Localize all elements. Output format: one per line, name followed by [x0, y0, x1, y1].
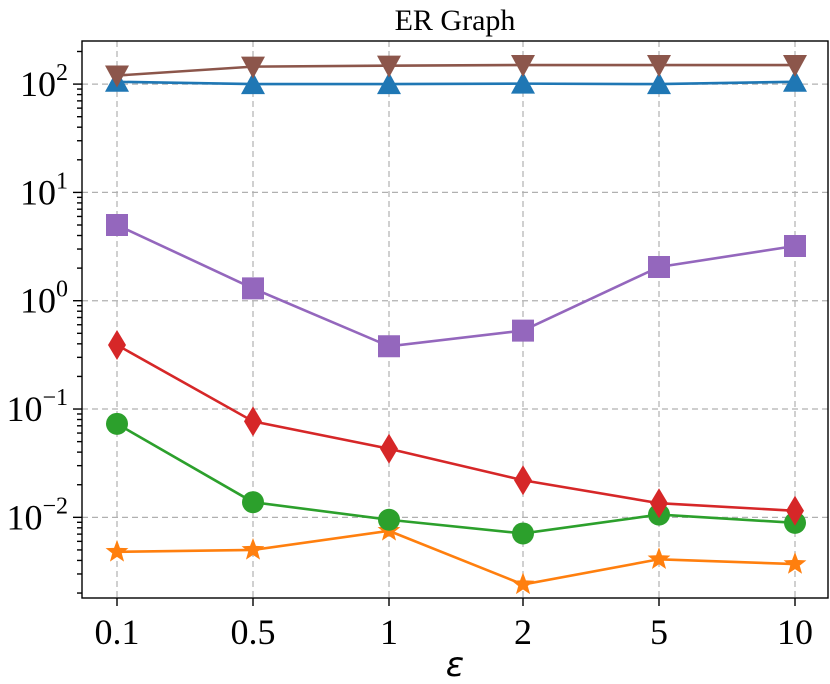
data-point-brown	[783, 55, 807, 78]
x-axis-label: ε	[446, 645, 464, 684]
series-purple	[106, 214, 806, 358]
data-point-red	[108, 330, 126, 361]
series-layer	[105, 55, 807, 595]
series-line-purple	[116, 223, 796, 348]
series-line-red	[116, 343, 796, 513]
data-point-brown	[377, 55, 401, 78]
data-point-red	[244, 406, 262, 437]
series-brown	[105, 55, 807, 88]
data-point-red	[650, 488, 668, 519]
y-ticks: 10−2 10−1 100 101 102	[6, 50, 82, 594]
series-line-blue	[116, 80, 796, 86]
x-tick-label: 2	[514, 612, 532, 652]
series-blue	[105, 69, 807, 95]
y-tick-label: 100	[20, 277, 68, 321]
data-point-purple	[512, 319, 534, 342]
data-point-brown	[647, 55, 671, 78]
data-point-orange	[105, 539, 129, 562]
data-point-brown	[241, 56, 265, 79]
data-point-blue	[783, 69, 807, 92]
chart-title: ER Graph	[395, 4, 516, 37]
series-red	[108, 330, 804, 526]
series-green	[106, 412, 806, 545]
y-tick-label: 102	[20, 60, 68, 104]
data-point-red	[786, 495, 804, 526]
data-point-orange	[241, 537, 265, 560]
data-point-purple	[106, 214, 128, 237]
x-tick-label: 1	[380, 612, 398, 652]
data-point-orange	[783, 552, 807, 574]
data-point-green	[106, 412, 128, 435]
data-point-brown	[105, 65, 129, 88]
y-tick-label: 10−1	[6, 385, 68, 429]
y-tick-label: 101	[20, 168, 68, 212]
x-tick-label: 5	[650, 612, 668, 652]
data-point-orange	[647, 547, 671, 569]
data-point-purple	[242, 277, 264, 300]
series-line-brown	[116, 63, 795, 77]
series-line-orange	[116, 529, 796, 586]
data-point-green	[378, 508, 400, 531]
data-point-green	[512, 522, 534, 545]
x-tick-label: 0.5	[231, 612, 276, 652]
series-line-green	[116, 422, 796, 535]
plot-frame	[81, 40, 829, 599]
data-point-blue	[377, 72, 401, 95]
x-tick-label: 10	[777, 612, 813, 652]
data-point-orange	[511, 572, 535, 595]
grid-layer	[82, 41, 828, 598]
data-point-purple	[784, 235, 806, 258]
x-ticks: 0.1 0.5 1 2 5 10	[95, 598, 813, 652]
data-point-purple	[378, 335, 400, 358]
series-orange	[105, 518, 807, 595]
data-point-brown	[511, 55, 535, 78]
data-point-blue	[241, 72, 265, 95]
data-point-blue	[511, 71, 535, 94]
data-point-red	[514, 465, 532, 496]
data-point-green	[242, 491, 264, 514]
y-tick-label: 10−2	[6, 493, 68, 537]
data-point-blue	[647, 72, 671, 95]
data-point-purple	[648, 255, 670, 278]
x-tick-label: 0.1	[95, 612, 140, 652]
data-point-red	[380, 433, 398, 464]
